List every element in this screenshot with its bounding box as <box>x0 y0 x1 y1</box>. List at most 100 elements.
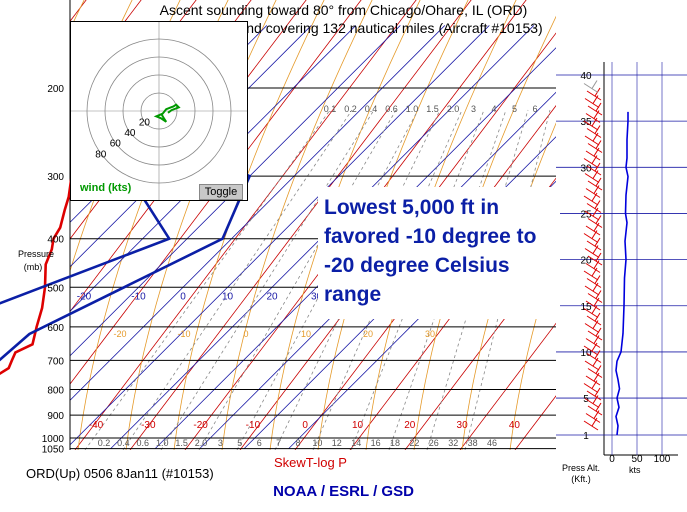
wind-barb <box>583 270 599 281</box>
annotation-text: Lowest 5,000 ft in favored -10 degree to… <box>324 196 537 306</box>
station-info: ORD(Up) 0506 8Jan11 (#10153) <box>26 466 214 481</box>
wind-barb <box>585 413 601 423</box>
altitude-tick-label: 1 <box>583 431 589 442</box>
wind-barb <box>584 135 600 146</box>
altitude-axis-label: Press Alt. (Kft.) <box>561 463 600 484</box>
pressure-tick-label: 400 <box>47 235 64 246</box>
mixing-ratio-bottom-label: 12 <box>332 438 342 448</box>
wind-barb-flag <box>593 147 600 157</box>
wind-barb <box>583 120 599 131</box>
isotherm-line <box>70 25 490 446</box>
wind-barb <box>585 225 601 236</box>
annotation-box <box>318 187 560 319</box>
isotherm-line <box>70 25 357 312</box>
chart-title-line-1: Ascent sounding toward 80° from Chicago/… <box>159 2 528 18</box>
wind-barb-flag <box>593 110 600 119</box>
dry-adiabat-line <box>404 250 556 450</box>
altitude-tick-label: 30 <box>580 163 592 174</box>
mixing-ratio-label: 3 <box>471 104 476 114</box>
dewpoint-profile-line <box>0 151 252 362</box>
wind-barb-flag <box>593 372 600 382</box>
temperature-tick-label: -30 <box>141 420 156 431</box>
y-axis-title: Pressure (mb) <box>18 248 54 274</box>
wind-barb-flag <box>591 155 598 164</box>
mixing-ratio-label: 0.2 <box>344 104 357 114</box>
wind-barb <box>584 360 600 371</box>
temperature-tick-label: 30 <box>311 291 323 302</box>
hodograph-panel: 20 40 60 80 <box>70 21 248 201</box>
temperature-tick-label: -20 <box>77 291 92 302</box>
mixing-ratio-bottom-label: 0.2 <box>98 438 111 448</box>
agency-credit[interactable]: NOAA / ESRL / GSD <box>273 483 414 500</box>
pressure-tick-label: 300 <box>47 172 64 183</box>
isotherm-side-label: 30 <box>425 329 435 339</box>
pressure-tick-label: 1050 <box>42 445 65 456</box>
isotherm-side-label: 20 <box>363 329 373 339</box>
mixing-ratio-bottom-label: 6 <box>257 438 262 448</box>
wind-speed-tick-label: 100 <box>654 454 671 465</box>
wind-barb-flag <box>592 207 599 217</box>
wind-barb-flag <box>591 230 598 239</box>
altitude-tick-label: 40 <box>580 71 592 82</box>
y-axis-label: Pressure (mb) <box>18 249 55 272</box>
wind-barb <box>585 375 601 386</box>
mixing-ratio-bottom-label: 38 <box>468 438 478 448</box>
wind-barb <box>587 368 603 378</box>
temperature-profile-line <box>0 117 91 376</box>
mixing-ratio-bottom-label: 14 <box>351 438 361 448</box>
wind-barb <box>587 218 603 228</box>
temperature-tick-label: 20 <box>404 420 416 431</box>
dry-adiabat-line <box>70 0 362 385</box>
wind-barb <box>585 338 601 348</box>
wind-barb <box>584 173 600 183</box>
wind-barb <box>586 90 602 101</box>
wind-barb <box>585 188 601 198</box>
mixing-ratio-bottom-label: 46 <box>487 438 497 448</box>
wind-barb-flag <box>593 335 600 344</box>
wind-barb <box>587 255 603 266</box>
mixing-ratio-line <box>160 109 375 450</box>
mixing-ratio-bottom-label: 1.0 <box>156 438 169 448</box>
isotherm-side-label: 10 <box>301 329 311 339</box>
altitude-tick-label: 10 <box>580 348 592 359</box>
wind-barb <box>584 398 600 408</box>
mixing-ratio-bottom-label: 7 <box>276 438 281 448</box>
dry-adiabat-line <box>74 0 417 450</box>
hodograph-ring-label: 60 <box>110 139 122 150</box>
pressure-tick-label: 600 <box>47 323 64 334</box>
mixing-ratio-bottom-label: 5 <box>237 438 242 448</box>
skewt-label: SkewT-log P <box>274 455 347 470</box>
wind-barb-flag <box>592 132 599 142</box>
wind-barb <box>587 293 603 303</box>
mixing-ratio-label: 0.1 <box>324 104 337 114</box>
mixing-ratio-bottom-label: 18 <box>390 438 400 448</box>
wind-barb <box>586 315 602 326</box>
isotherm-line <box>70 25 401 357</box>
wind-barb-flag <box>593 222 600 232</box>
wind-barb <box>585 150 601 161</box>
toggle-button[interactable]: Toggle <box>199 184 243 200</box>
pressure-tick-label: 700 <box>47 356 64 367</box>
moist-adiabat-line <box>221 0 373 450</box>
wind-barb <box>587 330 603 341</box>
wind-barb-flag <box>592 395 599 404</box>
isotherm-line <box>0 25 44 448</box>
wind-barb-flag <box>593 297 600 307</box>
dry-adiabat-line <box>239 32 556 450</box>
wind-barb-flag <box>591 305 598 314</box>
wind-barb <box>584 323 600 333</box>
mixing-ratio-bottom-label: 0.4 <box>117 438 130 448</box>
wind-barb <box>583 308 599 318</box>
mixing-ratio-bottom-label: 26 <box>429 438 439 448</box>
altitude-tick-label: 15 <box>580 302 592 313</box>
dry-adiabat-line <box>294 105 556 450</box>
mixing-ratio-line <box>84 109 331 450</box>
hodograph-trace <box>153 103 181 123</box>
hodograph-ring-label: 80 <box>95 149 107 160</box>
wind-barb <box>585 263 601 273</box>
pressure-tick-label: 500 <box>47 283 64 294</box>
wind-barb <box>586 390 602 401</box>
mixing-ratio-bottom-label: 16 <box>371 438 381 448</box>
mixing-ratio-bottom-label: 3 <box>218 438 223 448</box>
pressure-tick-label: 800 <box>47 385 64 396</box>
